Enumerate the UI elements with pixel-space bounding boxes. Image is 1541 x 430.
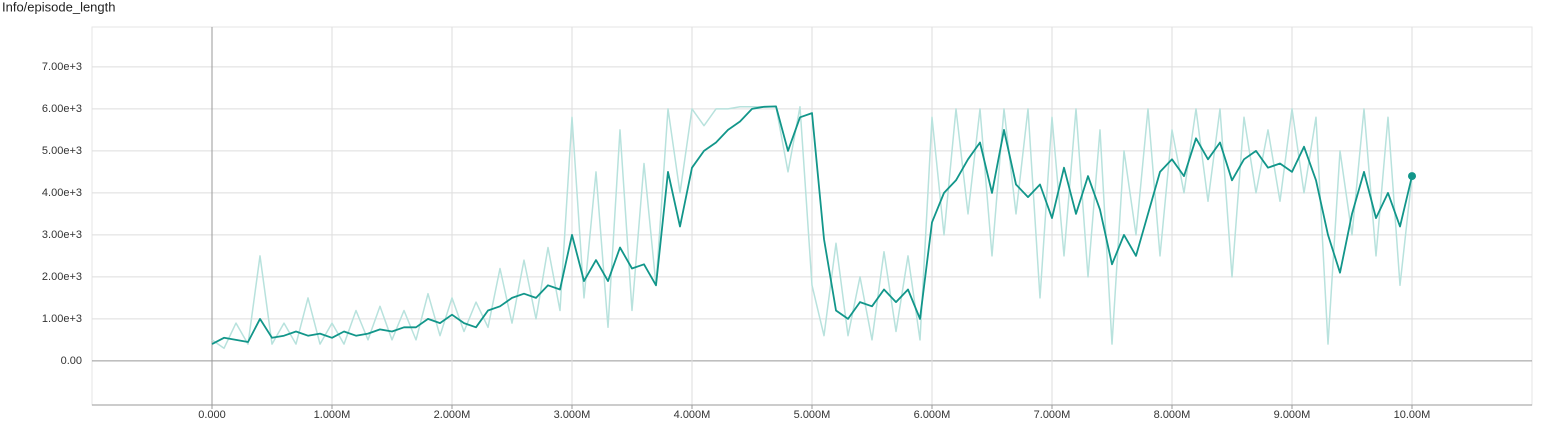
y-tick-label: 2.00e+3: [42, 271, 82, 283]
x-tick-label: 4.000M: [674, 409, 711, 421]
x-tick-label: 8.000M: [1154, 409, 1191, 421]
x-tick-label: 10.00M: [1394, 409, 1431, 421]
chart-title: Info/episode_length: [2, 0, 115, 14]
x-tick-label: 3.000M: [554, 409, 591, 421]
y-tick-label: 5.00e+3: [42, 145, 82, 157]
series-line: [211, 106, 1413, 350]
x-tick-label: 2.000M: [434, 409, 471, 421]
x-tick-label: 9.000M: [1274, 409, 1311, 421]
y-tick-label: 7.00e+3: [42, 61, 82, 73]
series-line: [211, 105, 1413, 345]
x-tick-label: 7.000M: [1034, 409, 1071, 421]
x-tick-label: 0.000: [198, 409, 226, 421]
y-tick-label: 3.00e+3: [42, 229, 82, 241]
end-point: [1408, 172, 1416, 181]
y-tick-label: 0.00: [61, 355, 82, 367]
y-tick-label: 4.00e+3: [42, 187, 82, 199]
x-tick-label: 6.000M: [914, 409, 951, 421]
y-tick-label: 1.00e+3: [42, 313, 82, 325]
x-tick-label: 1.000M: [314, 409, 351, 421]
y-tick-label: 6.00e+3: [42, 103, 82, 115]
x-tick-label: 5.000M: [794, 409, 831, 421]
